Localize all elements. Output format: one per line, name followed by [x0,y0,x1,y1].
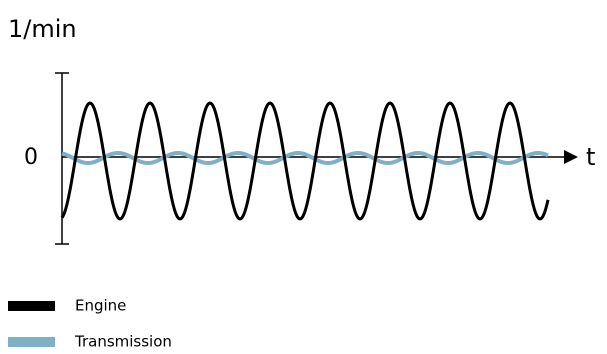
wave [61,151,549,165]
y-axis-label: 1/min [8,15,77,43]
legend-label: Engine [75,297,126,315]
legend-swatch [8,337,55,347]
waves [60,101,550,221]
x-axis-label: t [586,143,595,171]
origin-label: 0 [24,145,38,170]
x-axis-arrow [564,150,578,164]
legend-label: Transmission [74,333,172,351]
legend: Engine Transmission [8,297,172,351]
legend-swatch [8,301,55,311]
wave [60,101,550,221]
